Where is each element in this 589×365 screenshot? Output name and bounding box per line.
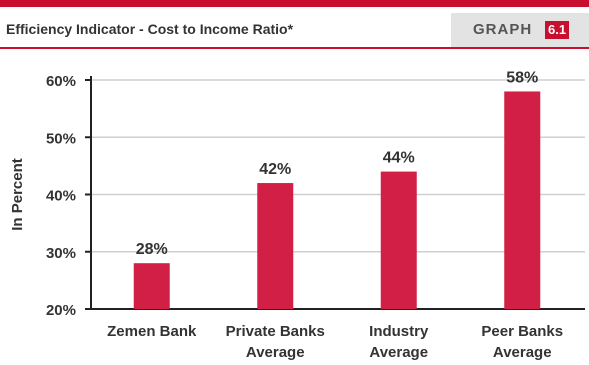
x-tick-label: Zemen Bank xyxy=(107,323,197,340)
bar xyxy=(504,91,541,309)
y-tick-label: 50% xyxy=(46,130,76,147)
data-label: 58% xyxy=(506,69,538,86)
top-accent-rule xyxy=(0,0,589,7)
graph-tag-label: GRAPH xyxy=(473,21,533,38)
y-tick-label: 60% xyxy=(46,73,76,90)
bar xyxy=(133,263,170,309)
x-tick-label: Average xyxy=(493,344,552,361)
data-label: 44% xyxy=(383,150,415,167)
x-tick-label: Peer Banks xyxy=(481,323,563,340)
y-tick-label: 20% xyxy=(46,302,76,319)
header-bottom-rule xyxy=(0,47,589,49)
x-tick-label: Industry xyxy=(369,323,429,340)
x-tick-label: Private Banks xyxy=(226,323,325,340)
bar xyxy=(257,183,294,309)
x-tick-label: Average xyxy=(369,344,428,361)
y-tick-label: 40% xyxy=(46,188,76,205)
data-label: 28% xyxy=(136,241,168,258)
graph-tag-number: 6.1 xyxy=(545,21,570,39)
graph-header: Efficiency Indicator - Cost to Income Ra… xyxy=(0,13,589,47)
data-label: 42% xyxy=(259,161,291,178)
graph-number-tag: GRAPH 6.1 xyxy=(451,13,589,47)
y-axis-label: In Percent xyxy=(9,158,26,231)
x-tick-label: Average xyxy=(246,344,305,361)
graph-title: Efficiency Indicator - Cost to Income Ra… xyxy=(6,21,294,37)
y-tick-label: 30% xyxy=(46,245,76,262)
bar xyxy=(380,171,417,309)
